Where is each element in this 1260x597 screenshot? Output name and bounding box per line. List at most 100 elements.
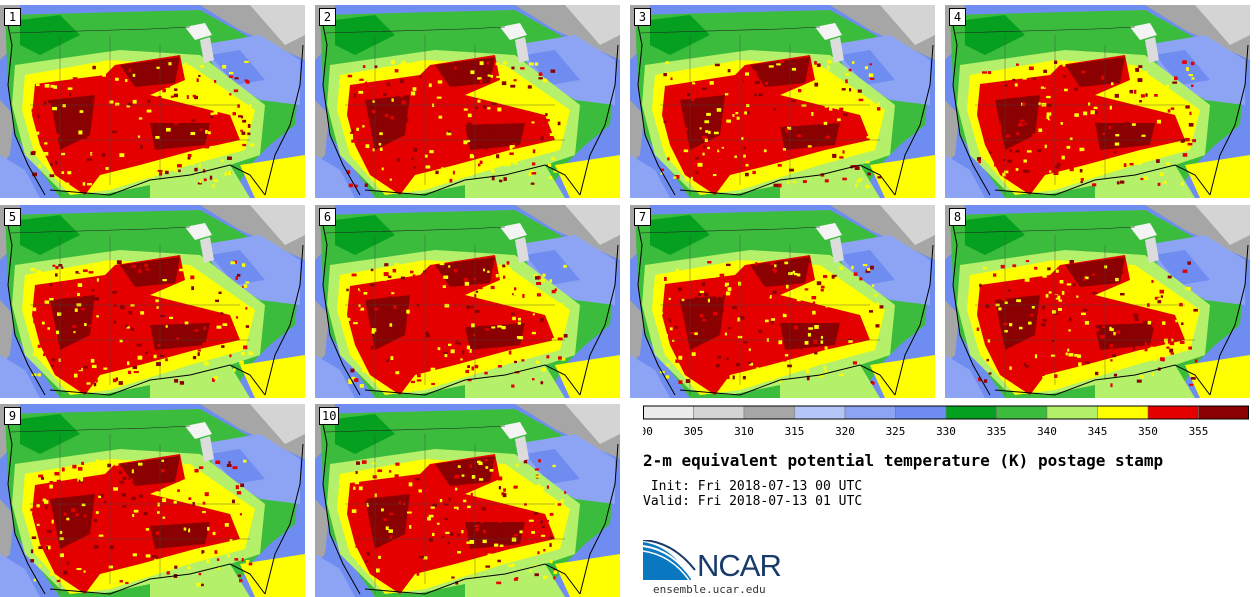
colorbar-frame xyxy=(643,405,1249,420)
field-speckle xyxy=(694,332,698,336)
field-speckle xyxy=(1066,145,1071,149)
field-speckle xyxy=(169,363,173,367)
field-speckle xyxy=(705,315,709,319)
field-speckle xyxy=(1074,113,1079,117)
field-speckle xyxy=(155,531,160,536)
field-speckle xyxy=(204,492,209,497)
field-speckle xyxy=(470,492,473,497)
field-speckle xyxy=(138,172,142,177)
field-speckle xyxy=(1153,96,1157,100)
field-speckle xyxy=(1070,161,1073,166)
field-speckle xyxy=(691,98,695,101)
field-speckle xyxy=(245,325,250,328)
field-speckle xyxy=(1136,379,1142,383)
field-speckle xyxy=(667,157,670,161)
field-speckle xyxy=(218,291,222,294)
field-speckle xyxy=(542,78,548,83)
field-speckle xyxy=(1151,372,1154,376)
field-speckle xyxy=(103,501,107,504)
field-speckle xyxy=(1188,123,1194,127)
field-speckle xyxy=(1015,168,1019,171)
panel-map xyxy=(630,205,935,398)
field-speckle xyxy=(238,115,244,118)
field-speckle xyxy=(443,351,448,355)
field-speckle xyxy=(494,543,499,547)
field-speckle xyxy=(480,520,484,524)
field-speckle xyxy=(531,498,536,502)
field-speckle xyxy=(874,294,878,297)
field-speckle xyxy=(675,359,680,363)
field-speckle xyxy=(1059,280,1064,284)
plains-darkred xyxy=(120,456,180,486)
field-speckle xyxy=(67,87,73,90)
field-speckle xyxy=(213,110,218,115)
field-speckle xyxy=(725,291,731,296)
field-speckle xyxy=(496,581,502,585)
field-speckle xyxy=(385,359,390,362)
field-speckle xyxy=(844,93,849,98)
field-speckle xyxy=(523,459,528,464)
field-speckle xyxy=(346,288,349,292)
field-speckle xyxy=(812,301,816,305)
field-speckle xyxy=(502,61,508,65)
field-speckle xyxy=(209,175,213,180)
field-speckle xyxy=(145,528,150,531)
field-speckle xyxy=(525,497,530,501)
field-speckle xyxy=(361,300,367,304)
field-speckle xyxy=(672,339,675,342)
field-speckle xyxy=(410,380,416,384)
field-speckle xyxy=(1083,371,1087,376)
field-speckle xyxy=(816,63,821,67)
postage-stamp-panel: 6 xyxy=(315,205,620,398)
field-speckle xyxy=(501,81,507,86)
south-darkred xyxy=(150,123,210,150)
field-speckle xyxy=(154,505,157,508)
field-speckle xyxy=(176,73,181,77)
field-speckle xyxy=(125,79,128,83)
field-speckle xyxy=(417,110,422,114)
field-speckle xyxy=(1029,313,1034,317)
field-speckle xyxy=(1053,114,1058,118)
field-speckle xyxy=(44,142,48,145)
field-speckle xyxy=(695,171,699,174)
field-speckle xyxy=(868,99,872,102)
field-speckle xyxy=(366,502,369,507)
field-speckle xyxy=(1024,120,1029,124)
field-speckle xyxy=(1165,341,1168,345)
postage-stamp-panel: 4 xyxy=(945,5,1250,198)
field-speckle xyxy=(471,366,475,371)
field-speckle xyxy=(674,175,680,179)
florida-yellow xyxy=(870,155,935,198)
north-lightgray xyxy=(565,5,620,45)
field-speckle xyxy=(1131,123,1136,126)
field-speckle xyxy=(1047,267,1051,271)
field-speckle xyxy=(405,356,408,360)
field-speckle xyxy=(249,104,252,108)
field-speckle xyxy=(721,172,726,176)
field-speckle xyxy=(173,273,177,276)
field-speckle xyxy=(1063,370,1068,374)
field-speckle xyxy=(371,97,375,101)
field-speckle xyxy=(769,295,772,299)
field-speckle xyxy=(399,278,403,283)
field-speckle xyxy=(1024,362,1027,367)
field-speckle xyxy=(495,110,500,115)
field-speckle xyxy=(132,514,135,517)
field-speckle xyxy=(1100,371,1106,375)
colorbar-swatch xyxy=(945,405,997,420)
field-speckle xyxy=(397,358,401,363)
field-speckle xyxy=(412,87,417,91)
field-speckle xyxy=(747,111,750,115)
field-speckle xyxy=(1046,112,1052,116)
field-speckle xyxy=(752,283,757,287)
field-speckle xyxy=(132,553,137,557)
field-speckle xyxy=(772,290,777,295)
field-speckle xyxy=(423,556,428,560)
field-speckle xyxy=(103,367,108,370)
field-speckle xyxy=(78,270,83,273)
field-speckle xyxy=(449,178,453,183)
field-speckle xyxy=(1022,169,1026,173)
field-speckle xyxy=(478,461,483,466)
field-speckle xyxy=(1159,172,1164,177)
field-speckle xyxy=(1024,122,1027,125)
